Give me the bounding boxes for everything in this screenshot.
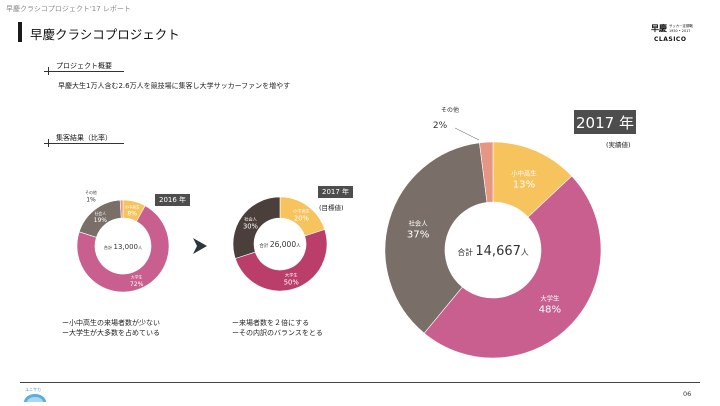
tag-2017-target: 2017 年: [318, 186, 354, 198]
overview-text: 早慶大生1万人含む2.6万人を競技場に集客し大学サッカーファンを増やす: [58, 82, 291, 90]
donut-slice-大学生: [76, 205, 170, 293]
title-accent-bar: [18, 22, 22, 42]
clasico-logo: 早慶 サッカー定期戦 1950 • 2017 CLASICO: [651, 22, 699, 44]
donut-slice-大学生: [423, 175, 602, 359]
leader-line: [454, 127, 480, 141]
slice-label: 社会人: [409, 218, 429, 227]
slice-label: 37%: [407, 229, 430, 240]
arrow-right-icon: [193, 238, 207, 254]
section-label-overview: プロジェクト概要: [56, 62, 112, 70]
donut-slice-社会人: [384, 142, 488, 334]
document-header: 早慶クラシコプロジェクト'17 レポート: [6, 5, 131, 13]
logo-sub1-text: サッカー定期戦: [669, 23, 693, 28]
logo-word-text: CLASICO: [654, 36, 686, 43]
slice-label: 大学生: [131, 275, 143, 280]
donut-center-total: 合計 13,000人: [104, 243, 143, 251]
slice-label: 小中高生: [293, 207, 311, 214]
logo-main-text: 早慶: [651, 23, 668, 33]
footer-divider: [20, 382, 700, 383]
slice-label: 大学生: [540, 293, 560, 302]
slice-label: 19%: [94, 217, 108, 224]
logo-sub2-text: 1950 • 2017: [669, 29, 690, 33]
note-line: ーその内訳のバランスをとる: [232, 329, 323, 337]
section-marker: [48, 139, 49, 147]
slice-label: 13%: [513, 179, 536, 190]
slice-label: 社会人: [244, 216, 258, 223]
note-middle: ー来場者数を２倍にする ーその内訳のバランスをとる: [232, 318, 323, 338]
tag-2017-actual: 2017 年: [574, 110, 636, 134]
outside-label: その他: [441, 106, 459, 114]
note-left: ー小中高生の来場者数が少ない ー大学生が大多数を占めている: [62, 318, 160, 338]
slice-label: 社会人: [95, 211, 107, 216]
note-line: ー来場者数を２倍にする: [232, 319, 310, 327]
donut-slice-その他: [119, 199, 124, 219]
donut-slice-その他: [479, 141, 494, 203]
slice-label: 小中高生: [511, 168, 537, 177]
slice-label: 2%: [433, 121, 448, 131]
slice-label: 1%: [86, 196, 96, 203]
slice-label: 20%: [294, 214, 310, 222]
page-title: 早慶クラシコプロジェクト: [30, 27, 180, 42]
section-underline: [44, 143, 124, 144]
donut-slice-大学生: [234, 229, 328, 292]
slice-label: 50%: [284, 279, 300, 287]
slice-label: 48%: [539, 304, 562, 315]
note-line: ー小中高生の来場者数が少ない: [62, 319, 160, 327]
section-marker: [48, 67, 49, 75]
tag-2016: 2016 年: [155, 194, 191, 206]
page-number: 06: [683, 390, 692, 398]
slice-label: 72%: [130, 281, 144, 288]
slice-label: その他: [85, 190, 97, 195]
footer-logo-text: ユニサカ: [25, 387, 41, 392]
donut-center-total: 合計 14,667人: [457, 244, 529, 259]
section-underline: [44, 71, 124, 72]
slice-label: 大学生: [285, 272, 299, 279]
target-note: (目標値): [319, 204, 344, 212]
slice-label: 8%: [127, 211, 137, 218]
donut-slice-社会人: [232, 196, 281, 259]
slice-label: 30%: [243, 223, 259, 231]
note-line: ー大学生が大多数を占めている: [62, 329, 160, 337]
donut-center-total: 合計 26,000人: [259, 240, 301, 249]
section-label-results: 集客結果（比率）: [56, 134, 112, 142]
unisaka-logo: ユニサカ: [22, 386, 48, 402]
slice-label: 小中高生: [125, 204, 140, 209]
actual-note: (実績値): [606, 141, 631, 149]
